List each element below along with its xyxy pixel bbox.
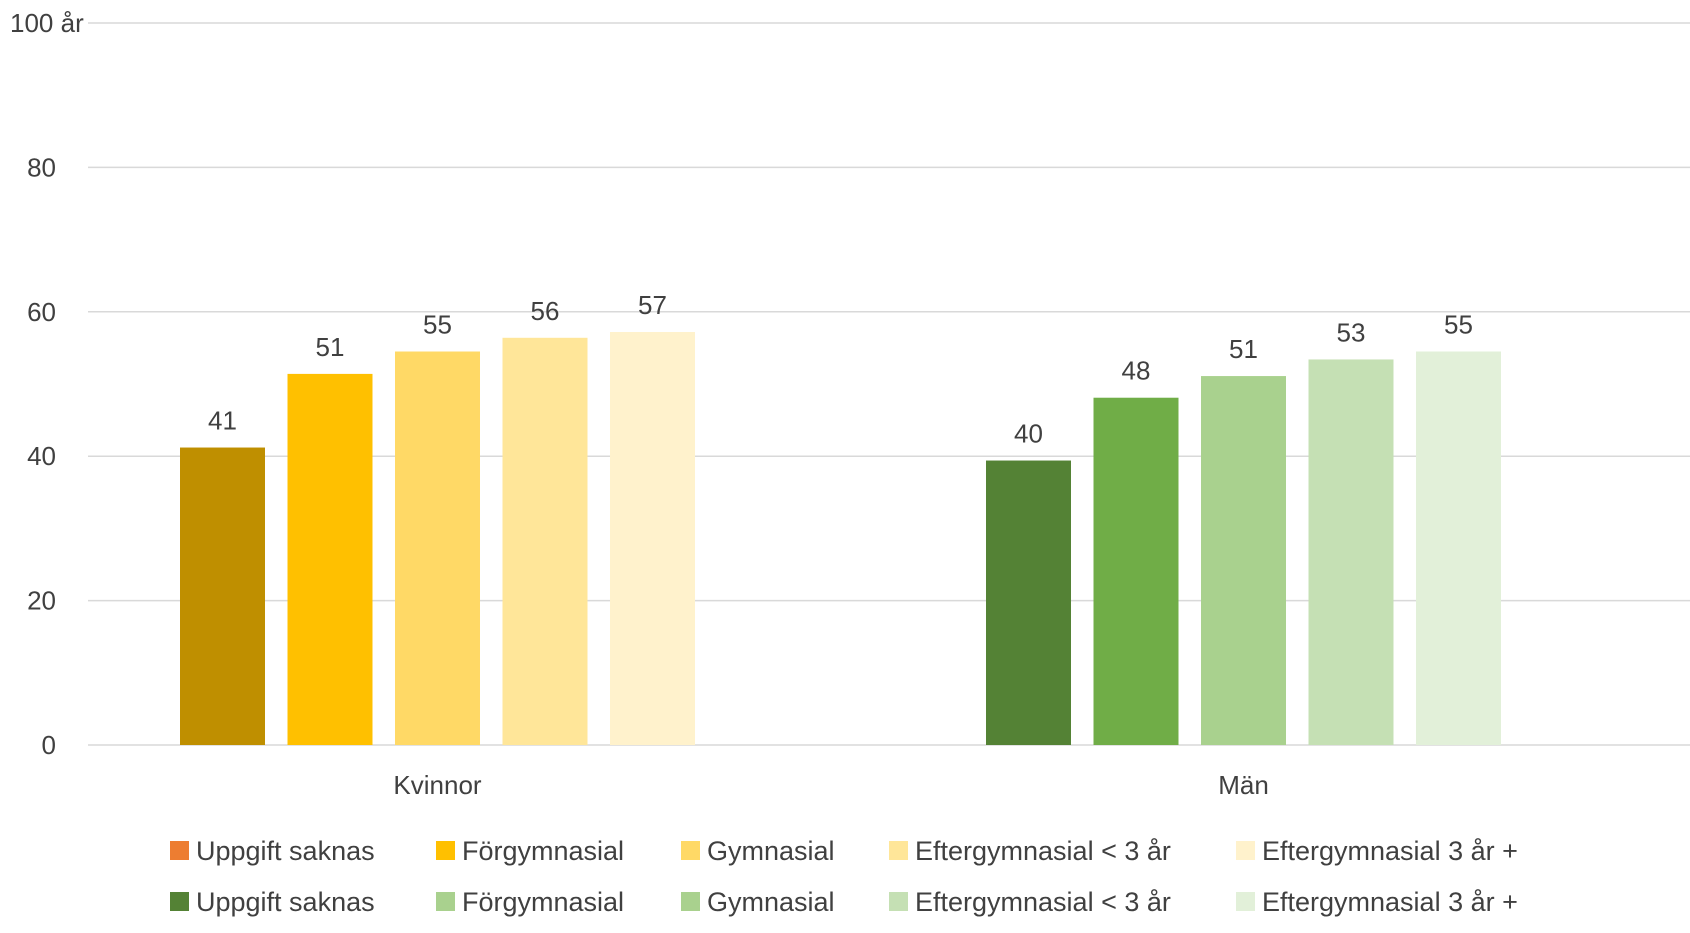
legend-swatch xyxy=(681,892,700,911)
y-tick-label: 100 år xyxy=(10,8,84,38)
bar-man-4 xyxy=(1416,351,1501,745)
bar-kvinnor-1 xyxy=(287,373,373,745)
legend-swatch xyxy=(170,841,189,860)
legend-label: Eftergymnasial 3 år + xyxy=(1262,836,1518,866)
data-label: 40 xyxy=(1014,419,1043,449)
y-tick-label: 40 xyxy=(27,441,56,471)
data-label: 55 xyxy=(1444,310,1473,340)
legend-label: Uppgift saknas xyxy=(196,887,375,917)
legend-label: Eftergymnasial < 3 år xyxy=(915,887,1171,917)
legend-swatch xyxy=(889,892,908,911)
legend-label: Förgymnasial xyxy=(462,836,624,866)
legend-swatch xyxy=(1236,892,1255,911)
bar-kvinnor-4 xyxy=(610,332,695,745)
bar-man-3 xyxy=(1308,359,1394,745)
bar-kvinnor-2 xyxy=(395,351,480,745)
data-label: 51 xyxy=(1229,334,1258,364)
legend-label: Uppgift saknas xyxy=(196,836,375,866)
data-label: 41 xyxy=(208,406,237,436)
y-axis-tick-labels: 0 20 40 60 80 100 år xyxy=(10,8,84,760)
legend-swatch xyxy=(436,841,455,860)
legend-swatch xyxy=(681,841,700,860)
legend-label: Förgymnasial xyxy=(462,887,624,917)
x-category-label: Kvinnor xyxy=(393,770,481,800)
legend-swatch xyxy=(889,841,908,860)
legend-swatch xyxy=(436,892,455,911)
legend-swatch xyxy=(1236,841,1255,860)
bar-man-0 xyxy=(986,460,1071,745)
legend: Uppgift saknas Förgymnasial Gymnasial Efter… xyxy=(170,836,1518,917)
data-label: 57 xyxy=(638,290,667,320)
legend-label: Gymnasial xyxy=(707,887,835,917)
bar-man-2 xyxy=(1201,376,1286,745)
legend-swatch xyxy=(170,892,189,911)
y-tick-label: 60 xyxy=(27,297,56,327)
x-category-label: Män xyxy=(1218,770,1269,800)
bar-kvinnor-0 xyxy=(180,447,265,745)
legend-label: Gymnasial xyxy=(707,836,835,866)
data-label: 48 xyxy=(1122,356,1151,386)
bar-man-1 xyxy=(1093,397,1179,745)
data-label: 53 xyxy=(1337,317,1366,347)
data-label: 56 xyxy=(531,296,560,326)
y-tick-label: 20 xyxy=(27,586,56,616)
y-tick-label: 80 xyxy=(27,152,56,182)
bar-kvinnor-3 xyxy=(502,337,588,745)
data-label: 51 xyxy=(316,332,345,362)
data-label: 55 xyxy=(423,310,452,340)
y-tick-label: 0 xyxy=(42,730,56,760)
legend-label: Eftergymnasial 3 år + xyxy=(1262,887,1518,917)
legend-label: Eftergymnasial < 3 år xyxy=(915,836,1171,866)
data-labels: 41 51 55 56 57 40 48 51 53 55 xyxy=(208,290,1473,449)
x-axis-category-labels: Kvinnor Män xyxy=(393,770,1268,800)
bars xyxy=(180,332,1501,745)
